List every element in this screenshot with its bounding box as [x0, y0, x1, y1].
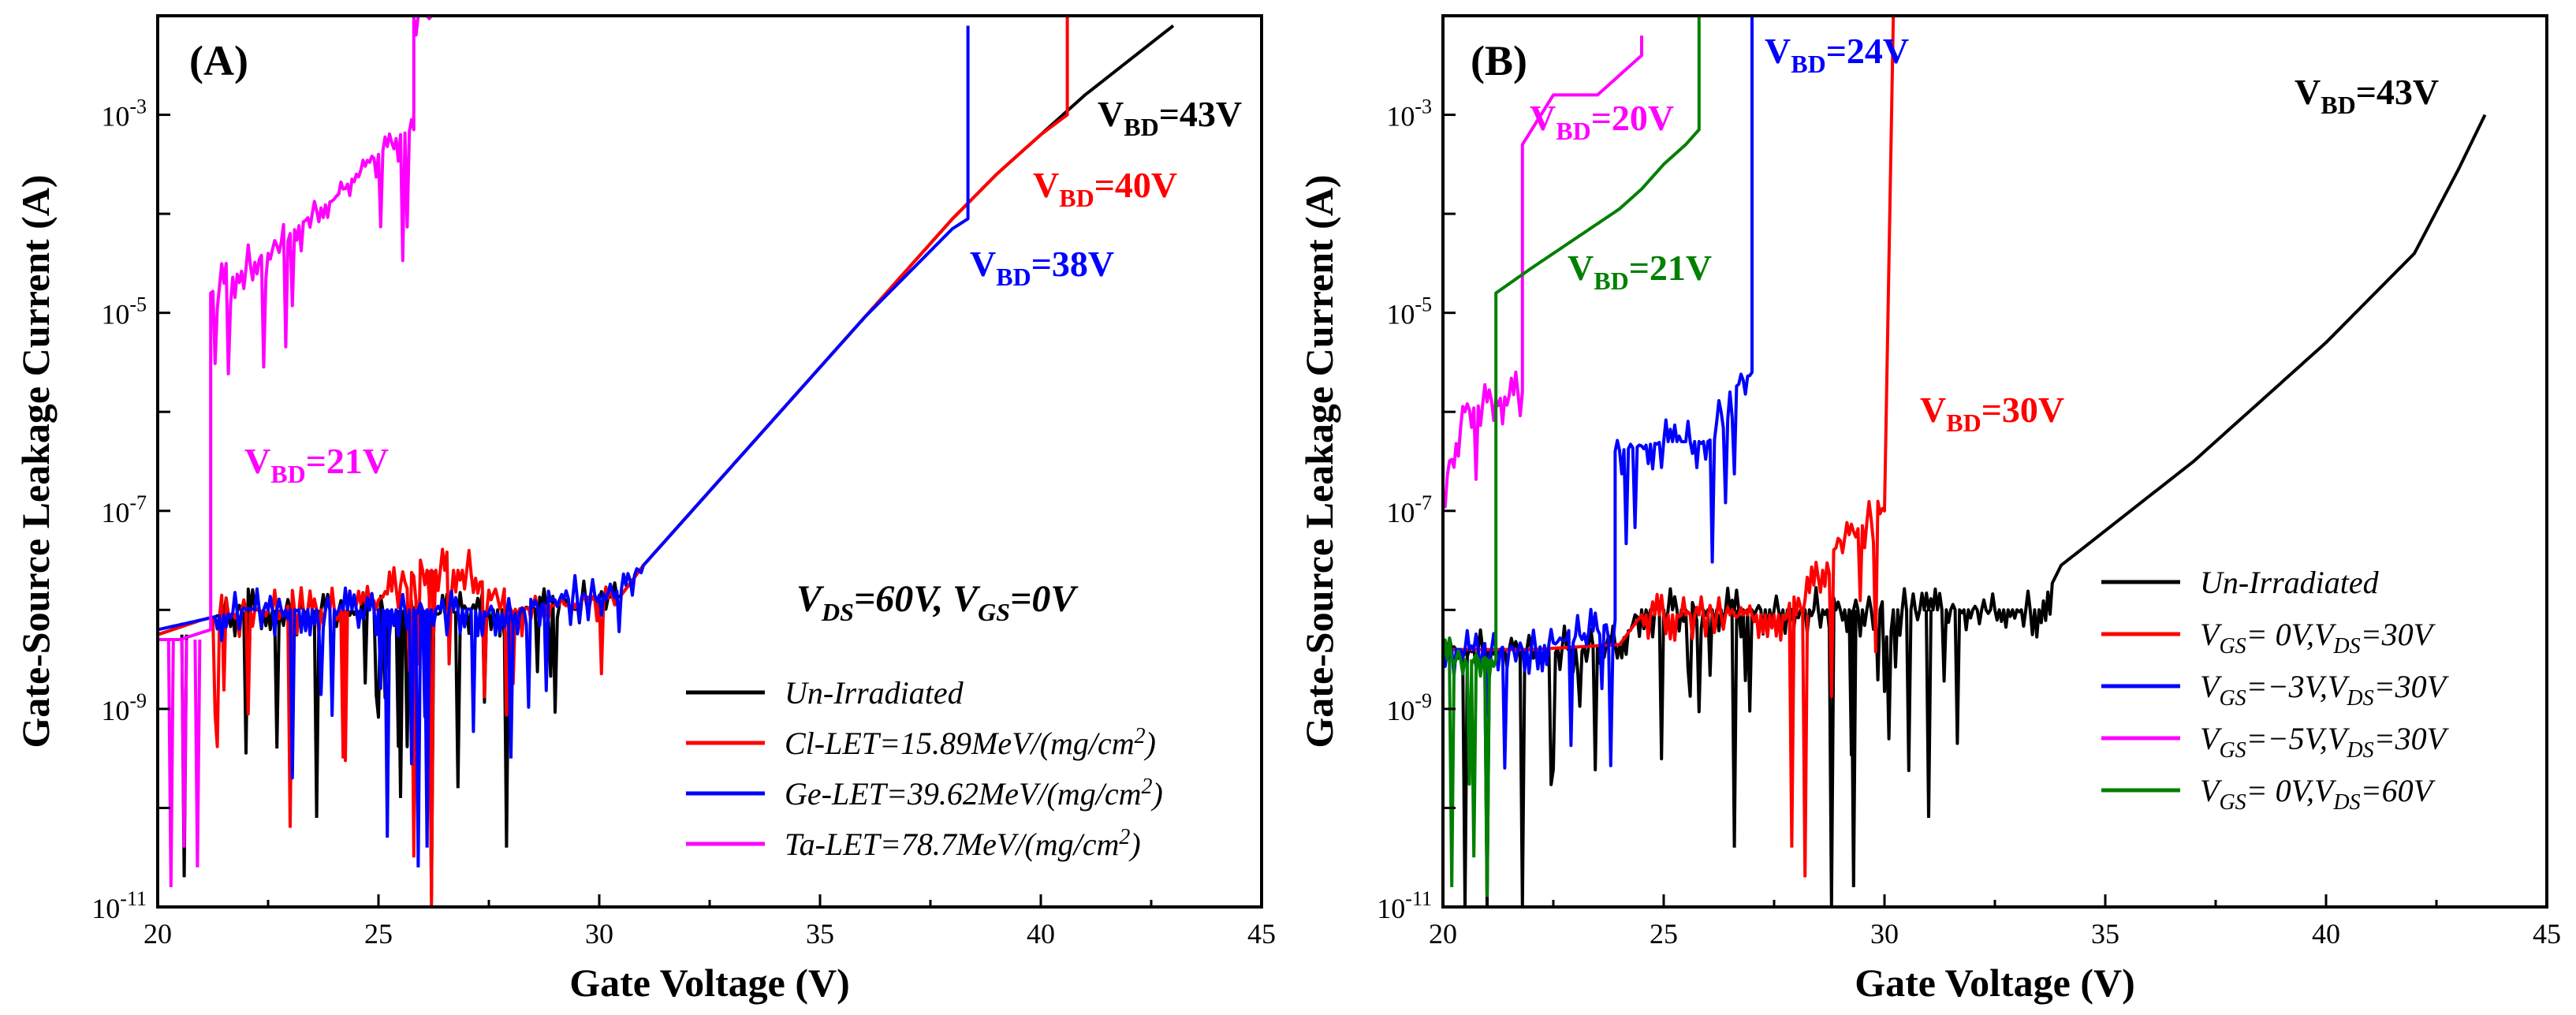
y-tick-label: 10-7 [1386, 491, 1432, 528]
panel-a-tag: (A) [189, 37, 248, 84]
y-tick-label: 10-3 [1386, 95, 1432, 132]
series-dip [193, 639, 202, 868]
legend-entry: Un-Irradiated [2200, 565, 2380, 600]
panel-a-legend: Un-Irradiated Cl-LET=15.89MeV/(mg/cm2) Ge-… [686, 675, 1163, 862]
series-dip [312, 610, 321, 819]
y-tick-label: 10-3 [101, 95, 147, 132]
x-tick-label: 45 [2533, 918, 2561, 950]
x-tick-label: 35 [806, 918, 834, 950]
series-dip [453, 614, 462, 789]
vbd-label: VBD=43V [2295, 72, 2439, 119]
vbd-label: VBD=21V [244, 441, 389, 488]
panel-b-series [1441, 14, 2487, 908]
vbd-label: VBD=40V [1033, 165, 1177, 212]
panel-a-ticks: 20 25 30 35 40 45 10-11 10-9 10-7 10-5 10-3 [91, 14, 1276, 950]
legend-entry: Ge-LET=39.62MeV/(mg/cm2) [785, 774, 1163, 812]
panel-a-condition: VDS=60V, VGS=0V [796, 578, 1079, 626]
cond-t1: V [796, 578, 825, 620]
x-tick-label: 40 [1027, 918, 1055, 950]
vbd-label: VBD=24V [1765, 31, 1909, 78]
x-tick-label: 20 [1429, 918, 1457, 950]
series-3 [1441, 35, 1643, 509]
series-dip [166, 639, 175, 887]
panel-b-vbd-labels: VBD=43V VBD=30V VBD=24V VBD=20V VBD=21V [1530, 31, 2439, 437]
y-tick-label: 10-5 [1386, 293, 1432, 330]
x-tick-label: 40 [2312, 918, 2340, 950]
legend-entry: VGS=−5V,VDS=30V [2200, 721, 2450, 763]
y-tick-label: 10-5 [101, 293, 147, 330]
panel-b-legend: Un-Irradiated VGS= 0V,VDS=30V VGS=−3V,VDS=… [2101, 565, 2450, 815]
series-dip [273, 610, 281, 749]
y-tick-label: 10-11 [1377, 887, 1432, 924]
panel-a-ylabel: Gate-Source Leakage Current (A) [13, 174, 58, 748]
series-dip [1730, 610, 1739, 848]
legend-entry: VGS= 0V,VDS=60V [2200, 773, 2436, 815]
x-tick-label: 25 [364, 918, 393, 950]
legend-entry: Cl-LET=15.89MeV/(mg/cm2) [785, 724, 1156, 761]
series-line [157, 25, 970, 780]
cond-s2: GS [978, 598, 1010, 626]
panel-b-ylabel: Gate-Source Leakage Current (A) [1297, 174, 1341, 748]
panel-b: 20 25 30 35 40 45 10-11 10-9 10-7 10-5 10-3 (B) Ga… [1297, 14, 2561, 1005]
series-dip [1788, 614, 1796, 848]
legend-entry: VGS=−3V,VDS=30V [2200, 669, 2450, 711]
panel-b-ticks: 20 25 30 35 40 45 10-11 10-9 10-7 10-5 10-3 [1377, 14, 2561, 950]
series-dip [397, 610, 404, 798]
x-tick-label: 45 [1247, 918, 1276, 950]
y-tick-label: 10-11 [91, 887, 147, 924]
y-tick-label: 10-9 [101, 689, 147, 726]
series-line [1441, 114, 2487, 786]
series-line [158, 14, 436, 641]
cond-t2: =60V, V [854, 578, 981, 620]
vbd-label: VBD=20V [1530, 98, 1674, 145]
series-dip [339, 610, 348, 759]
vbd-label: VBD=43V [1098, 94, 1242, 141]
vbd-label: VBD=21V [1568, 248, 1712, 295]
series-line [157, 24, 1175, 755]
panel-a: 20 25 30 35 40 45 10-11 10-9 10-7 10-5 10-3 (A) Ga… [13, 14, 1276, 1005]
legend-entry: VGS= 0V,VDS=30V [2200, 617, 2436, 659]
y-tick-label: 10-9 [1386, 689, 1432, 726]
series-dip [1470, 659, 1478, 858]
series-1 [1443, 15, 1896, 878]
legend-entry: Ta-LET=78.7MeV/(mg/cm2) [785, 825, 1141, 862]
series-line [1441, 35, 1643, 509]
series-dip [1801, 614, 1810, 878]
series-dip [423, 610, 431, 848]
vbd-label: VBD=30V [1920, 390, 2064, 437]
series-dip [1849, 610, 1858, 887]
x-tick-label: 30 [585, 918, 613, 950]
series-dip [1448, 659, 1456, 887]
panel-b-tag: (B) [1471, 37, 1527, 84]
series-2 [157, 25, 970, 868]
x-tick-label: 25 [1650, 918, 1678, 950]
x-tick-label: 30 [1870, 918, 1899, 950]
series-dip [1925, 610, 1933, 819]
series-3 [158, 14, 436, 887]
series-dip [507, 614, 515, 759]
cond-s1: DS [821, 598, 854, 626]
series-dip [180, 639, 188, 848]
vbd-label: VBD=38V [970, 244, 1114, 291]
series-dip [383, 610, 392, 838]
panel-a-xlabel: Gate Voltage (V) [569, 961, 850, 1005]
legend-entry: Un-Irradiated [785, 675, 964, 711]
x-tick-label: 35 [2091, 918, 2119, 950]
y-tick-label: 10-7 [101, 491, 147, 528]
series-line [157, 16, 1069, 763]
cond-t3: =0V [1010, 578, 1079, 620]
series-dip [1483, 659, 1491, 897]
panel-b-xlabel: Gate Voltage (V) [1855, 961, 2135, 1005]
series-dip [1518, 649, 1527, 908]
panel-a-vbd-labels: VBD=43V VBD=40V VBD=38V VBD=21V [244, 94, 1242, 488]
series-dip [414, 610, 423, 868]
x-tick-label: 20 [144, 918, 172, 950]
series-4 [1441, 14, 1721, 897]
